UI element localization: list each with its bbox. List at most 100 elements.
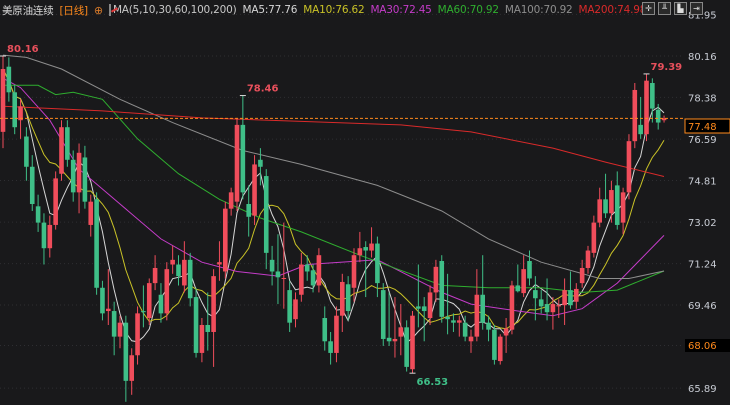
cursor-price-box: [685, 339, 730, 352]
candle: [269, 245, 275, 286]
candle: [310, 264, 316, 293]
candle: [176, 255, 181, 286]
candle-body: [644, 80, 649, 135]
candle: [182, 241, 187, 293]
ma-params[interactable]: MA(5,10,30,60,100,200): [112, 4, 237, 16]
candle: [53, 171, 58, 230]
candle: [509, 280, 515, 335]
candle-body: [310, 270, 316, 286]
candle-body: [6, 66, 12, 93]
candle-body: [176, 264, 181, 277]
ma200-value: MA200:74.98: [578, 4, 647, 16]
candle-body: [258, 159, 263, 167]
ma-line-ma200: [2, 105, 665, 177]
candle-body: [544, 304, 550, 313]
candle-body: [410, 315, 415, 370]
candle: [123, 315, 129, 402]
candle-body: [82, 157, 88, 202]
candle-body: [538, 299, 544, 307]
candle: [141, 285, 146, 328]
candle: [117, 315, 123, 349]
candle: [41, 213, 47, 265]
candle: [527, 250, 532, 286]
candle-body: [217, 262, 222, 265]
candle-body: [29, 166, 35, 204]
candle-body: [293, 299, 298, 320]
candle: [650, 78, 655, 123]
current-price-box: [684, 118, 730, 134]
candle: [433, 259, 439, 302]
candle-body: [638, 124, 643, 135]
candle: [369, 227, 374, 258]
candle-body: [228, 192, 234, 209]
candle: [340, 273, 345, 332]
candle: [0, 56, 6, 149]
indicator-settings-icon[interactable]: [108, 4, 111, 16]
y-tick-label: 80.16: [688, 52, 717, 63]
candle-body: [158, 294, 164, 314]
candle-body: [451, 320, 456, 323]
y-tick-label: 73.02: [688, 218, 717, 229]
candle: [246, 185, 251, 237]
candle: [240, 95, 246, 200]
candle: [404, 320, 409, 372]
candle-body: [351, 255, 357, 288]
candle-body: [486, 322, 491, 330]
candle: [205, 292, 211, 351]
candle: [228, 187, 234, 216]
candle: [65, 120, 70, 167]
candle: [100, 280, 105, 321]
chart-bars-icon[interactable]: ╨: [658, 2, 671, 15]
candle-body: [462, 322, 468, 337]
candle-body: [632, 89, 638, 142]
candle: [187, 252, 193, 307]
candle: [591, 215, 597, 258]
candle: [538, 290, 544, 314]
candle: [445, 273, 450, 335]
candle: [451, 313, 456, 332]
high-price-label: 78.46: [247, 84, 279, 95]
candle-body: [492, 329, 497, 360]
instrument-title[interactable]: 美原油连续: [2, 4, 54, 17]
candle: [644, 73, 649, 142]
candle: [497, 334, 503, 365]
candle: [211, 269, 216, 367]
candle: [550, 297, 556, 330]
candle-body: [591, 222, 597, 253]
candle-body: [205, 325, 211, 332]
candle-body: [363, 247, 368, 251]
candle-body: [550, 304, 556, 313]
candle-body: [117, 322, 123, 337]
candle-body: [398, 327, 404, 337]
crosshair-icon[interactable]: ✛: [642, 2, 655, 15]
candle: [609, 180, 614, 223]
period-selector[interactable]: [日线]: [59, 4, 89, 17]
chart-line-icon[interactable]: ▙: [674, 2, 687, 15]
candle-body: [70, 159, 76, 193]
candle-body: [614, 185, 620, 225]
candle: [199, 318, 205, 363]
y-tick-label: 71.24: [688, 260, 717, 271]
expand-icon[interactable]: ⇥: [690, 2, 703, 15]
candle: [70, 150, 76, 202]
candle: [35, 194, 41, 232]
candle: [462, 315, 468, 342]
y-tick-label: 76.59: [688, 135, 717, 146]
candle-body: [53, 178, 58, 225]
ma10-value: MA10:76.62: [303, 4, 365, 16]
candle-body: [404, 327, 409, 367]
candle-body: [164, 269, 170, 314]
candle-body: [480, 294, 485, 323]
candle-body: [129, 355, 134, 381]
crosshair-target-icon[interactable]: ⊕: [93, 3, 103, 17]
candle: [106, 269, 111, 326]
candle-body: [369, 243, 374, 251]
candle: [29, 155, 35, 211]
candle: [515, 264, 521, 293]
candle-body: [568, 290, 573, 306]
candle-body: [597, 199, 602, 223]
candle: [24, 127, 29, 181]
candle-body: [421, 306, 427, 312]
candle-body: [35, 206, 41, 223]
